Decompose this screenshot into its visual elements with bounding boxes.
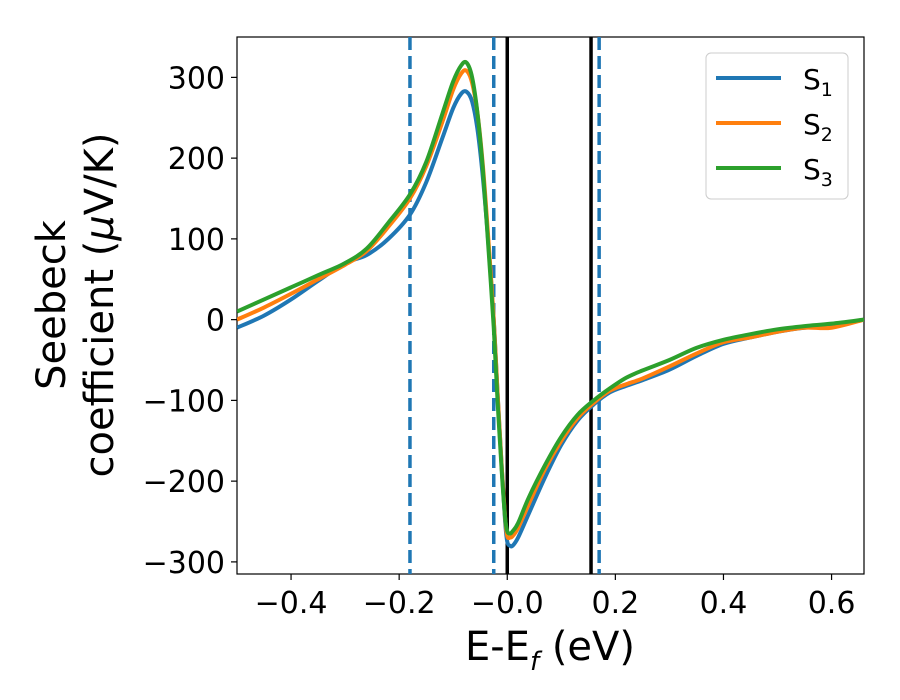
y-tick-label: 200: [168, 142, 225, 177]
x-axis-title: E-Ef (eV): [465, 624, 635, 677]
x-tick-label: −0.2: [363, 586, 436, 621]
y-axis-ticks: −300 −200 −100 0 100 200 300: [143, 61, 237, 581]
y-axis-title-line2: coefficient (μV/K): [77, 133, 123, 478]
legend-label-s1: S1: [803, 63, 833, 101]
y-axis-title-line2-text: coefficient (: [77, 241, 123, 478]
x-tick-label: 0.6: [808, 586, 856, 621]
y-tick-label: 0: [206, 304, 225, 339]
x-tick-label: 0.4: [700, 586, 748, 621]
y-tick-label: −100: [143, 384, 225, 419]
reference-lines: [408, 37, 601, 574]
series-line-s3: [237, 59, 864, 536]
x-axis-title-main: E-E: [465, 624, 530, 670]
x-axis-title-unit: (eV): [539, 624, 635, 670]
y-tick-label: 100: [168, 223, 225, 258]
legend-label-s2: S2: [803, 108, 833, 146]
legend-label-s3-name: S: [803, 153, 821, 186]
legend-label-s2-sub: 2: [821, 124, 833, 146]
y-axis-title-line1: Seebeck: [29, 219, 75, 390]
x-tick-label: −0.4: [255, 586, 328, 621]
x-tick-label: 0.2: [592, 586, 640, 621]
series-lines: [237, 59, 864, 549]
y-tick-label: −200: [143, 465, 225, 500]
y-axis-title: Seebeck coefficient (μV/K): [29, 133, 123, 478]
x-axis-ticks: −0.4 −0.2 −0.0 0.2 0.4 0.6: [255, 574, 856, 621]
legend-box: [705, 52, 849, 200]
y-tick-label: −300: [143, 546, 225, 581]
y-tick-label: 300: [168, 61, 225, 96]
legend-label-s3: S3: [803, 153, 833, 191]
legend-label-s3-sub: 3: [821, 169, 833, 191]
y-axis-title-mu: μ: [77, 215, 123, 241]
legend-label-s1-sub: 1: [821, 79, 833, 101]
legend-label-s2-name: S: [803, 108, 821, 141]
legend: S1 S2 S3: [705, 52, 849, 200]
y-axis-title-unit: V/K): [77, 133, 123, 216]
legend-label-s1-name: S: [803, 63, 821, 96]
x-tick-label: −0.0: [471, 586, 544, 621]
